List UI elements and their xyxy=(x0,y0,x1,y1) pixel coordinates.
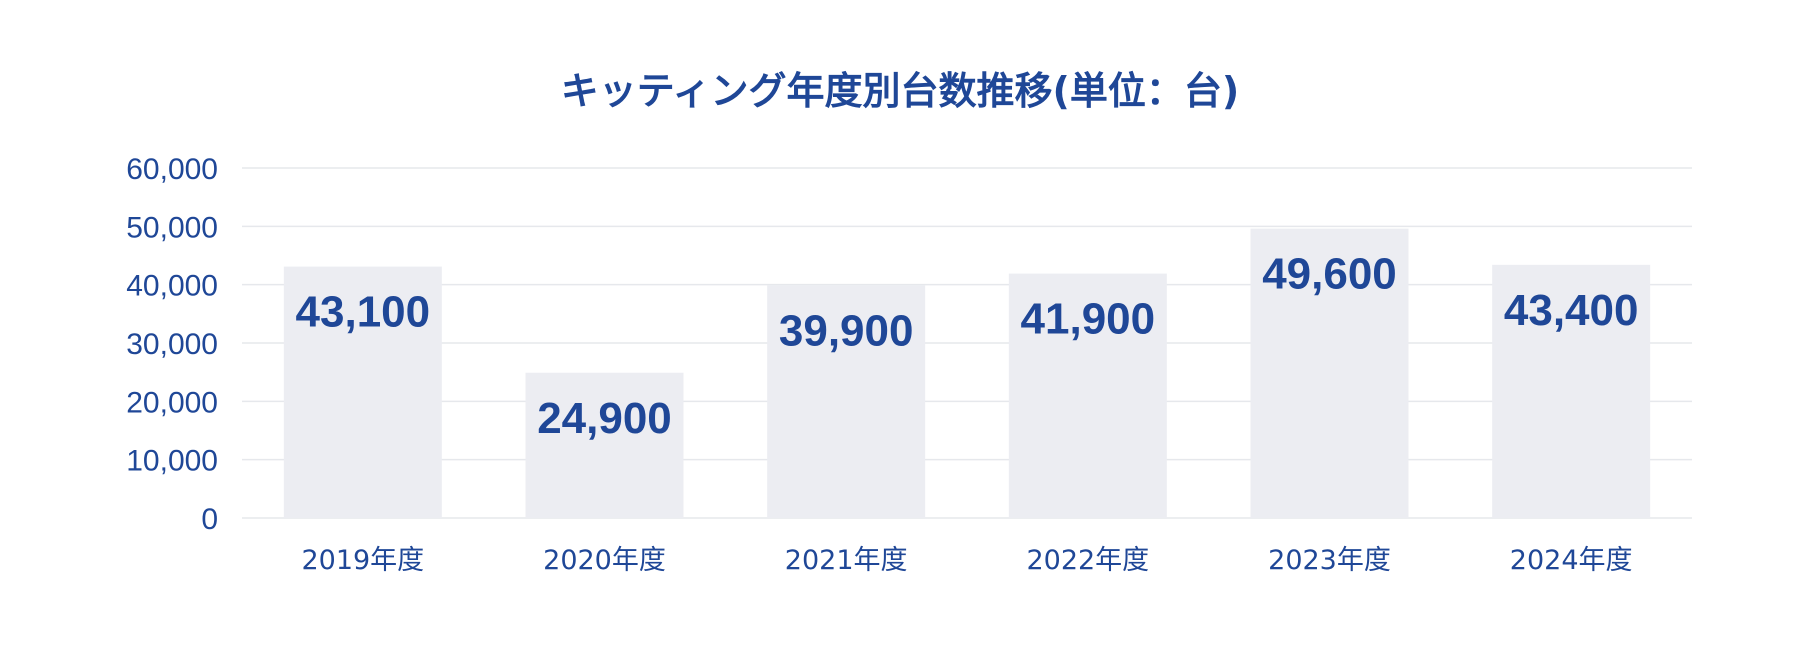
y-tick-label: 30,000 xyxy=(126,328,218,361)
bars: 43,100 24,900 39,900 41,900 49,600 43,400 xyxy=(283,228,1651,518)
x-axis: 2019年度 2020年度 2021年度 2022年度 2023年度 2024年度 xyxy=(301,545,1632,576)
x-tick-label: 2023年度 xyxy=(1268,545,1391,576)
y-axis: 0 10,000 20,000 30,000 40,000 50,000 60,000 xyxy=(126,153,218,536)
bar-value-label: 39,900 xyxy=(779,306,914,355)
bar xyxy=(525,372,684,518)
x-tick-label: 2020年度 xyxy=(543,545,666,576)
bar-value-label: 41,900 xyxy=(1021,295,1156,344)
bar xyxy=(283,266,442,518)
y-tick-label: 60,000 xyxy=(126,153,218,186)
x-tick-label: 2021年度 xyxy=(785,545,908,576)
bar-value-label: 43,100 xyxy=(296,288,431,337)
bar xyxy=(1250,228,1409,518)
bar xyxy=(767,285,926,518)
bar xyxy=(1008,273,1167,518)
bar-value-label: 43,400 xyxy=(1504,286,1639,335)
y-tick-label: 0 xyxy=(201,503,218,536)
y-tick-label: 40,000 xyxy=(126,270,218,303)
y-tick-label: 50,000 xyxy=(126,211,218,244)
x-tick-label: 2022年度 xyxy=(1026,545,1149,576)
bar-value-label: 49,600 xyxy=(1262,250,1397,299)
x-tick-label: 2024年度 xyxy=(1510,545,1633,576)
bar-value-label: 24,900 xyxy=(537,394,672,443)
grid-lines xyxy=(242,167,1692,519)
chart-title: キッティング年度別台数推移(単位：台) xyxy=(561,69,1239,113)
x-tick-label: 2019年度 xyxy=(301,545,424,576)
y-tick-label: 10,000 xyxy=(126,445,218,478)
bar xyxy=(1492,264,1651,518)
y-tick-label: 20,000 xyxy=(126,386,218,419)
